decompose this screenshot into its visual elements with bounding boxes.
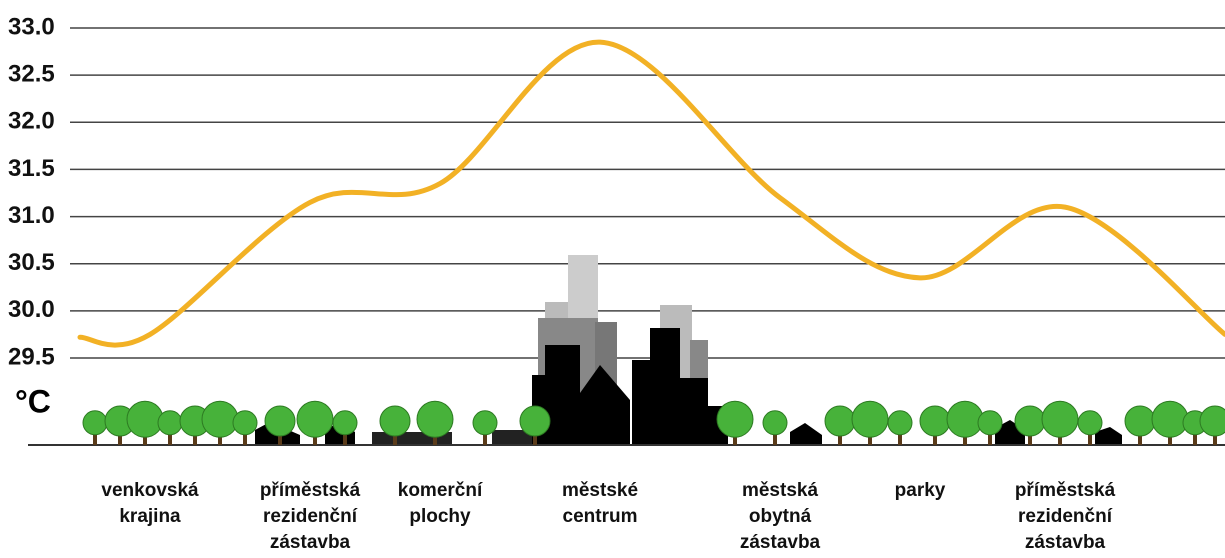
x-tick-label: komerční plochy <box>365 478 515 530</box>
tree-crown <box>417 401 453 437</box>
x-tick-label: parky <box>845 478 995 504</box>
x-tick-label: příměstská rezidenční zástavba <box>235 478 385 556</box>
tree-crown <box>380 406 410 436</box>
tree-crown <box>852 401 888 437</box>
tree-crown <box>825 406 855 436</box>
tree-crown <box>297 401 333 437</box>
tree-crown <box>158 411 182 435</box>
y-tick-label: 32.5 <box>8 60 55 87</box>
tree-crown <box>978 411 1002 435</box>
y-unit: °C <box>15 383 51 419</box>
tree-crown <box>888 411 912 435</box>
y-tick-label: 31.5 <box>8 155 55 182</box>
x-tick-label: příměstská rezidenční zástavba <box>990 478 1140 556</box>
x-tick-label: městská obytná zástavba <box>705 478 855 556</box>
y-tick-label: 30.5 <box>8 249 55 276</box>
tree-crown <box>473 411 497 435</box>
y-tick-label: 30.0 <box>8 296 55 323</box>
tree-crown <box>202 401 238 437</box>
tree-crown <box>265 406 295 436</box>
x-tick-label: venkovská krajina <box>75 478 225 530</box>
x-tick-label: městské centrum <box>525 478 675 530</box>
y-tick-label: 33.0 <box>8 13 55 40</box>
tree-crown <box>83 411 107 435</box>
tree-crown <box>947 401 983 437</box>
tree-crown <box>1078 411 1102 435</box>
tree-crown <box>1042 401 1078 437</box>
tree-crown <box>920 406 950 436</box>
tree-crown <box>717 401 753 437</box>
tree-crown <box>1200 406 1225 436</box>
tree-crown <box>520 406 550 436</box>
temperature-line <box>80 42 1225 345</box>
tree-crown <box>763 411 787 435</box>
y-tick-label: 29.5 <box>8 343 55 370</box>
chart: 29.5 30.0 30.5 31.0 31.5 32.0 32.5 33.0 °C venk… <box>0 0 1225 558</box>
y-tick-label: 31.0 <box>8 202 55 229</box>
tree-crown <box>333 411 357 435</box>
tree-crown <box>233 411 257 435</box>
y-tick-label: 32.0 <box>8 108 55 135</box>
plot: 29.5 30.0 30.5 31.0 31.5 32.0 32.5 33.0 °C <box>0 0 1225 558</box>
tree-crown <box>1015 406 1045 436</box>
tree-crown <box>1152 401 1188 437</box>
tree-crown <box>1125 406 1155 436</box>
tree-crown <box>127 401 163 437</box>
